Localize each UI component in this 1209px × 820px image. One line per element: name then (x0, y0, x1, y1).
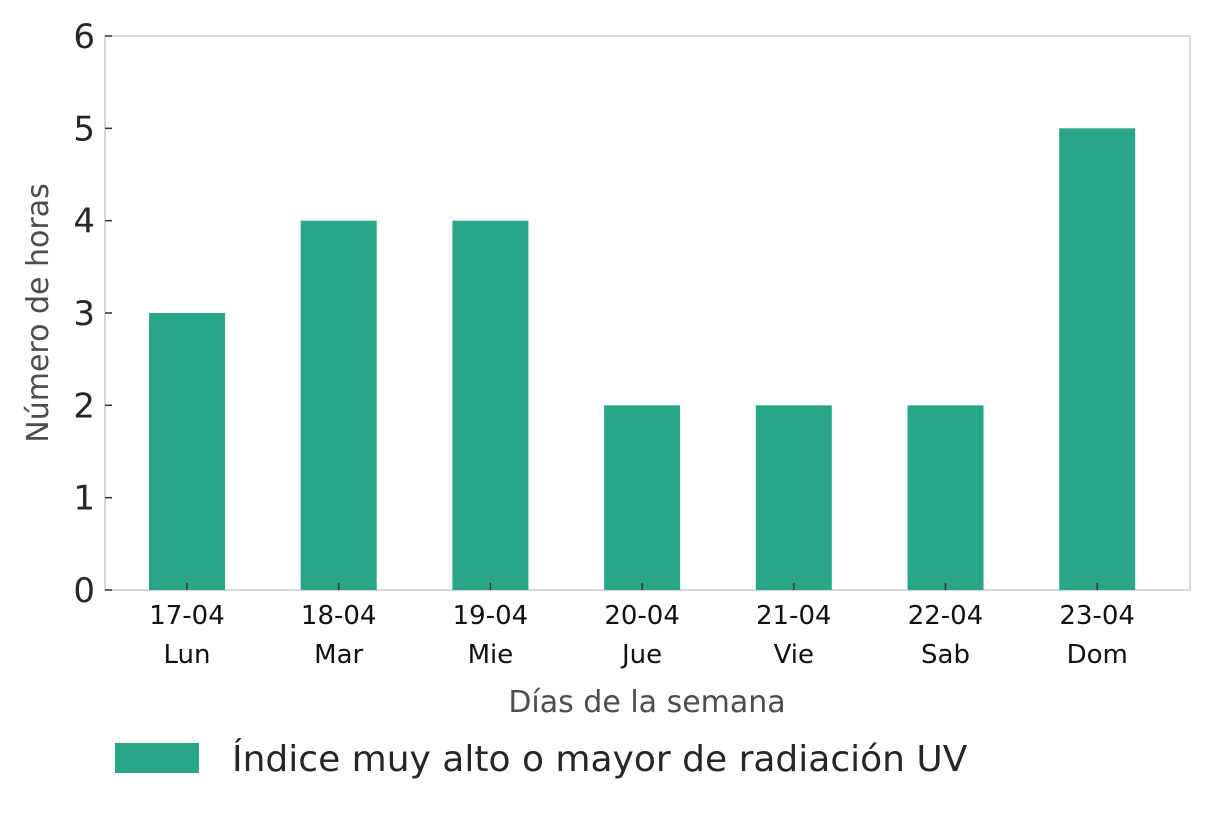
y-axis-ticks: 0 1 2 3 4 5 6 (73, 17, 112, 611)
x-tick-date: 21-04 (756, 601, 832, 631)
x-tick-day: Vie (774, 640, 814, 670)
bar-20-04 (604, 405, 681, 590)
x-tick-date: 22-04 (908, 601, 984, 631)
bar-23-04 (1059, 128, 1136, 591)
x-tick-day: Mie (468, 640, 514, 670)
bar-22-04 (907, 405, 984, 590)
y-tick-label: 1 (73, 479, 95, 519)
x-tick-date: 17-04 (149, 601, 225, 631)
y-tick-label: 4 (73, 202, 95, 242)
legend-swatch (115, 743, 199, 773)
x-tick-date: 20-04 (604, 601, 680, 631)
legend: Índice muy alto o mayor de radiación UV (115, 738, 968, 780)
x-tick-day: Sab (921, 640, 970, 670)
x-tick-day: Lun (164, 640, 211, 670)
bars (149, 128, 1136, 591)
bar-21-04 (755, 405, 832, 590)
y-tick-label: 0 (73, 571, 95, 611)
bar-19-04 (452, 220, 529, 590)
bar-18-04 (300, 220, 377, 590)
legend-label: Índice muy alto o mayor de radiación UV (232, 738, 968, 780)
x-axis-label: Días de la semana (508, 685, 785, 720)
bar-17-04 (149, 313, 225, 590)
x-axis-ticks: 17-04 Lun 18-04 Mar 19-04 Mie 20-04 Jue 21-04 Vie… (149, 583, 1135, 670)
y-tick-label: 6 (73, 17, 95, 57)
y-axis-label: Número de horas (21, 183, 56, 442)
x-tick-day: Jue (620, 640, 662, 670)
x-tick-date: 18-04 (301, 601, 377, 631)
x-tick-date: 23-04 (1059, 601, 1135, 631)
y-tick-label: 5 (73, 109, 95, 149)
x-tick-day: Dom (1067, 640, 1128, 670)
x-tick-day: Mar (314, 640, 363, 670)
x-tick-date: 19-04 (453, 601, 529, 631)
y-tick-label: 2 (73, 386, 95, 426)
y-tick-label: 3 (73, 294, 95, 334)
